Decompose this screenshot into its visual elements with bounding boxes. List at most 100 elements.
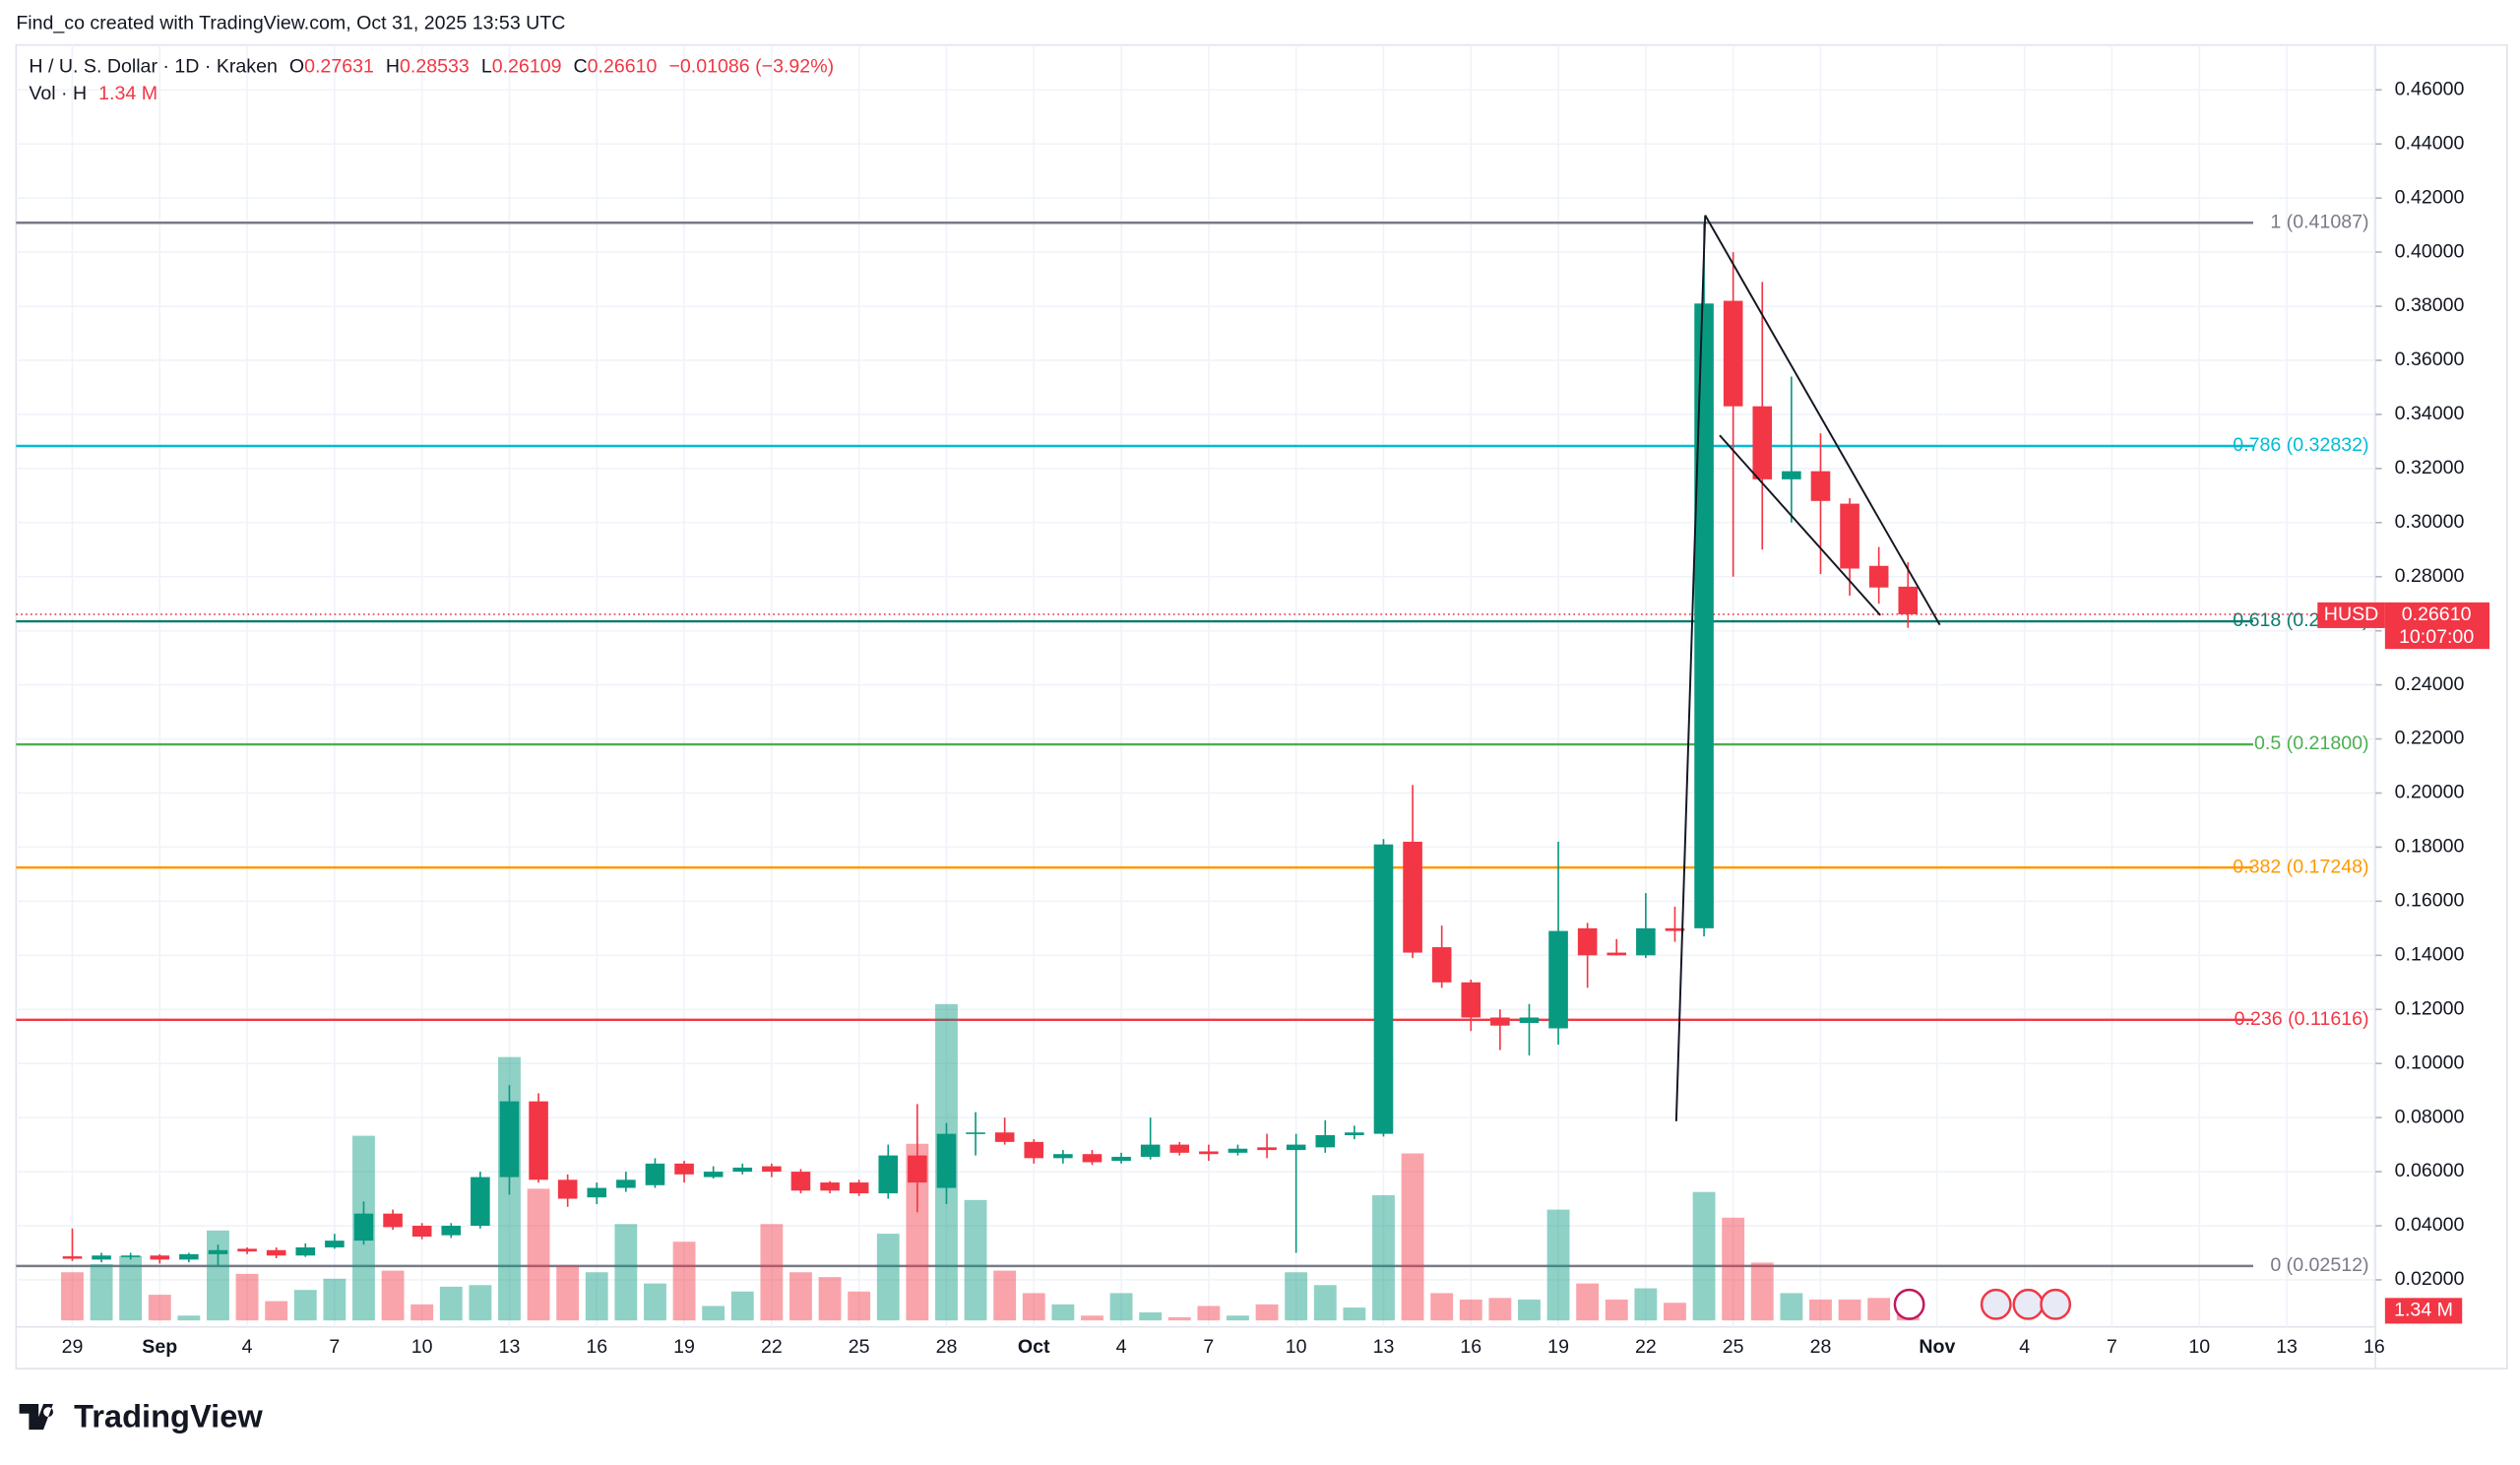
volume-bar: [1546, 1209, 1570, 1321]
candle-body: [1082, 1154, 1102, 1163]
y-tick-label: 0.42000: [2395, 186, 2465, 208]
candle-body: [1169, 1144, 1190, 1153]
candle-body: [587, 1187, 607, 1198]
candle-body: [674, 1163, 694, 1175]
price-tag: [2384, 602, 2489, 650]
x-tick-label: Oct: [1018, 1336, 1050, 1358]
logo-icon: [19, 1404, 53, 1431]
fib-levels: 1 (0.41087)0.786 (0.32832)0.618 (0.26351…: [16, 211, 2376, 1276]
volume-bar: [906, 1143, 929, 1321]
volume-bar: [993, 1270, 1017, 1321]
volume-bar: [527, 1188, 550, 1321]
volume-bar: [730, 1291, 754, 1321]
symbol: H / U. S. Dollar · 1D · Kraken: [29, 56, 277, 78]
y-tick-label: 0.08000: [2395, 1106, 2465, 1127]
volume-bar: [644, 1283, 666, 1321]
value: 0.26109: [492, 56, 562, 78]
volume-bar: [1081, 1315, 1103, 1321]
volume-bar: [818, 1277, 842, 1321]
candle-body: [208, 1249, 228, 1254]
x-tick-label: 22: [1635, 1336, 1657, 1358]
candle-body: [849, 1182, 869, 1194]
candle-body: [1519, 1017, 1540, 1023]
volume-bar: [1664, 1303, 1686, 1321]
y-tick-label: 0.28000: [2395, 565, 2465, 587]
y-tick-label: 0.30000: [2395, 511, 2465, 533]
x-tick-label: 10: [1286, 1336, 1307, 1358]
volume-bar: [1692, 1191, 1716, 1321]
x-tick-label: Sep: [142, 1336, 177, 1358]
x-tick-label: Nov: [1919, 1336, 1955, 1358]
volume-bar: [1255, 1304, 1279, 1321]
candles: [62, 223, 1919, 1267]
volume-bar: [381, 1270, 405, 1321]
y-tick-label: 0.34000: [2395, 403, 2465, 424]
trendline: [1704, 215, 1941, 626]
volume-bar: [439, 1286, 463, 1321]
credit: Find_co created with TradingView.com, Oc…: [16, 13, 565, 34]
y-tick-label: 0.12000: [2395, 997, 2465, 1019]
volume-bar: [293, 1290, 317, 1321]
volume-bar: [1722, 1217, 1745, 1321]
trendline: [1719, 434, 1881, 616]
value: 1.34 M: [98, 83, 158, 104]
candle-body: [411, 1226, 432, 1238]
volume-bar: [702, 1306, 725, 1321]
candle-body: [1694, 303, 1714, 928]
candle-body: [1199, 1151, 1219, 1155]
volume-bar: [1372, 1194, 1395, 1321]
y-tick-label: 0.46000: [2395, 78, 2465, 99]
price-tag-text: 0.26610: [2402, 604, 2472, 625]
volume-bar: [1401, 1153, 1424, 1321]
candle-body: [1577, 927, 1598, 956]
candle-body: [266, 1249, 286, 1256]
candle-body: [1111, 1156, 1131, 1162]
event-icon: [2040, 1288, 2072, 1320]
candle-body: [120, 1255, 141, 1257]
x-tick-label: 10: [411, 1336, 433, 1358]
x-tick-label: 7: [329, 1336, 340, 1358]
y-tick-label: 0.20000: [2395, 782, 2465, 803]
volume-bar: [1430, 1293, 1454, 1321]
candle-body: [1606, 952, 1627, 956]
volume-bar: [1139, 1312, 1163, 1321]
y-tick-label: 0.22000: [2395, 728, 2465, 749]
fib-label: 0.5 (0.21800): [2254, 732, 2369, 754]
y-tick-label: 0.14000: [2395, 943, 2465, 965]
brand: TradingView: [74, 1397, 263, 1433]
volume-bar: [1022, 1293, 1045, 1321]
volume-bar: [1051, 1304, 1075, 1321]
volume-bar: [614, 1224, 638, 1321]
candle-body: [1810, 471, 1831, 501]
candle-body: [790, 1172, 811, 1191]
volume-bar: [1518, 1299, 1541, 1321]
event-icons: [1893, 1288, 2072, 1320]
candle-body: [703, 1172, 724, 1178]
x-tick-label: 16: [1460, 1336, 1481, 1358]
volume-bar: [1867, 1298, 1891, 1321]
x-tick-label: 4: [242, 1336, 253, 1358]
candle-body: [150, 1255, 170, 1260]
event-icon: [1893, 1288, 1925, 1320]
x-tick-label: 4: [1116, 1336, 1127, 1358]
value: 0.26610: [588, 56, 658, 78]
candle-body: [1403, 841, 1422, 953]
y-tick-label: 0.18000: [2395, 836, 2465, 858]
candle-body: [1315, 1134, 1336, 1148]
volume-bar: [148, 1295, 171, 1321]
candle-body: [179, 1253, 199, 1260]
y-tick-label: 0.40000: [2395, 240, 2465, 262]
volume-legend: Vol · H 1.34 M: [29, 83, 158, 104]
fib-label: 0.786 (0.32832): [2233, 434, 2368, 456]
label: Vol · H: [29, 83, 87, 104]
candle-body: [529, 1101, 548, 1180]
x-tick-label: 16: [586, 1336, 607, 1358]
volume-bar: [876, 1234, 900, 1321]
volume-bar: [789, 1272, 812, 1321]
candle-body: [499, 1101, 520, 1178]
candle-body: [1898, 586, 1919, 614]
candle-body: [878, 1155, 899, 1194]
volume-bar: [585, 1272, 608, 1321]
countdown: 10:07:00: [2399, 626, 2474, 648]
